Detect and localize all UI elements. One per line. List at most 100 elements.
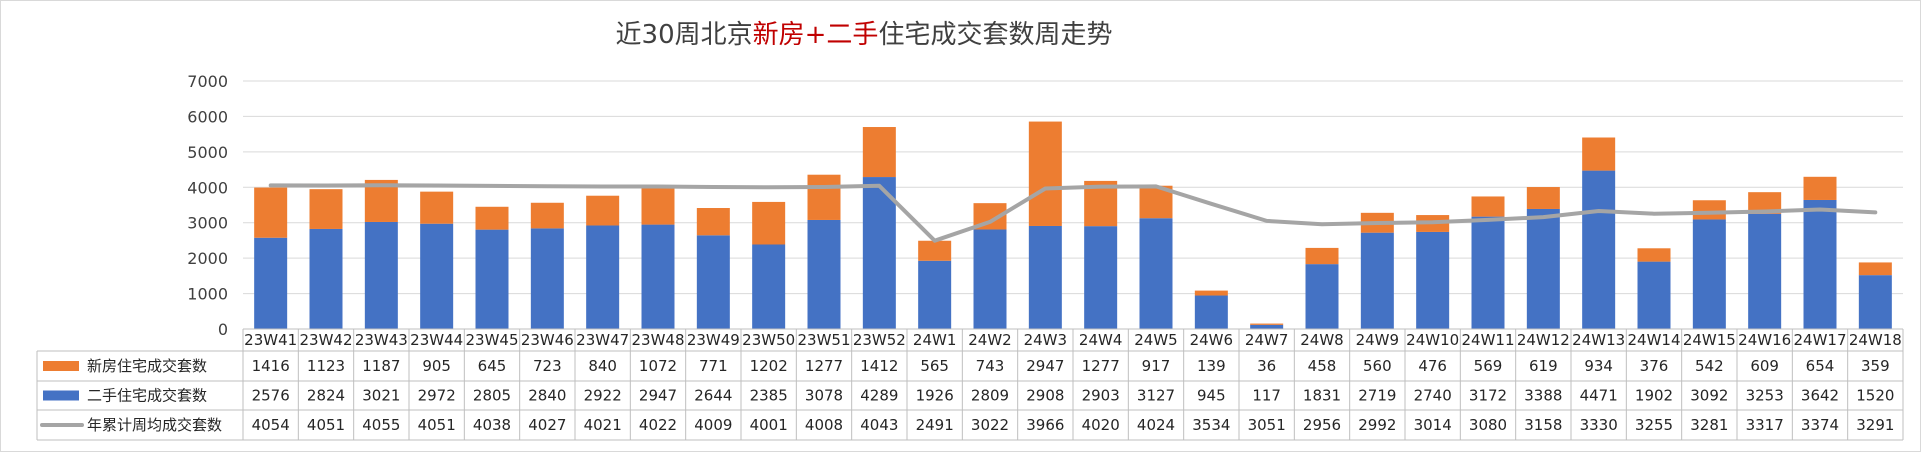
x-tick-label: 23W41 <box>244 331 297 349</box>
legend-label: 新房住宅成交套数 <box>87 357 207 375</box>
data-label: 4021 <box>584 416 622 434</box>
bar-24W15-new <box>1693 200 1726 219</box>
bar-24W10-secondhand <box>1416 232 1449 329</box>
data-label: 2992 <box>1358 416 1396 434</box>
data-label: 905 <box>422 357 451 375</box>
data-label: 4289 <box>860 387 898 405</box>
data-label: 1072 <box>639 357 677 375</box>
data-label: 4038 <box>473 416 511 434</box>
bar-24W1-secondhand <box>918 261 951 329</box>
x-tick-label: 23W50 <box>742 331 795 349</box>
data-label: 3022 <box>971 416 1009 434</box>
data-label: 1926 <box>916 387 954 405</box>
bar-24W6-secondhand <box>1195 296 1228 329</box>
legend-key-swatch <box>43 391 79 401</box>
data-label: 1416 <box>252 357 290 375</box>
data-label: 117 <box>1252 387 1281 405</box>
bar-24W13-secondhand <box>1582 171 1615 329</box>
bar-23W50-secondhand <box>752 245 785 329</box>
data-label: 2903 <box>1082 387 1120 405</box>
data-label: 2908 <box>1026 387 1064 405</box>
x-tick-label: 23W45 <box>465 331 518 349</box>
x-tick-label: 24W2 <box>968 331 1011 349</box>
bar-24W18-new <box>1859 262 1892 275</box>
x-tick-label: 24W7 <box>1245 331 1288 349</box>
bar-23W44-new <box>420 192 453 224</box>
bar-24W18-secondhand <box>1859 275 1892 329</box>
x-tick-label: 24W18 <box>1849 331 1902 349</box>
bar-23W45-secondhand <box>476 230 509 329</box>
data-label: 3317 <box>1746 416 1784 434</box>
x-tick-label: 23W42 <box>299 331 352 349</box>
data-label: 4020 <box>1082 416 1120 434</box>
title-part-1: 近30周北京 <box>616 20 753 50</box>
data-label: 3080 <box>1469 416 1507 434</box>
x-tick-label: 24W3 <box>1024 331 1067 349</box>
data-label: 1520 <box>1856 387 1894 405</box>
bar-23W51-new <box>808 175 841 220</box>
data-label: 743 <box>976 357 1005 375</box>
bar-24W5-secondhand <box>1140 218 1173 329</box>
bar-23W47-secondhand <box>586 225 619 329</box>
data-label: 3021 <box>362 387 400 405</box>
data-label: 3051 <box>1248 416 1286 434</box>
data-label: 565 <box>920 357 949 375</box>
data-label: 542 <box>1695 357 1724 375</box>
data-label: 560 <box>1363 357 1392 375</box>
chart-title: 近30周北京新房+二手住宅成交套数周走势 <box>616 20 1113 50</box>
bar-24W4-secondhand <box>1084 226 1117 329</box>
title-part-3: 住宅成交套数周走势 <box>878 20 1112 50</box>
data-label: 3534 <box>1192 416 1230 434</box>
data-label: 458 <box>1308 357 1337 375</box>
bar-23W50-new <box>752 202 785 245</box>
x-tick-label: 24W1 <box>913 331 956 349</box>
x-tick-label: 24W10 <box>1406 331 1459 349</box>
x-tick-label: 24W5 <box>1134 331 1177 349</box>
data-label: 4043 <box>860 416 898 434</box>
bar-23W49-secondhand <box>697 235 730 329</box>
data-label: 3330 <box>1580 416 1618 434</box>
y-tick-label: 5000 <box>187 143 228 162</box>
bar-23W42-new <box>310 189 343 229</box>
bar-24W2-secondhand <box>974 229 1007 329</box>
x-tick-label: 24W6 <box>1190 331 1233 349</box>
bar-24W16-secondhand <box>1748 214 1781 329</box>
data-label: 619 <box>1529 357 1558 375</box>
x-tick-label: 24W16 <box>1738 331 1791 349</box>
data-label: 934 <box>1584 357 1613 375</box>
data-label: 2840 <box>528 387 566 405</box>
data-label: 1902 <box>1635 387 1673 405</box>
y-tick-label: 7000 <box>187 72 228 91</box>
bar-23W48-secondhand <box>642 225 675 329</box>
bar-24W8-new <box>1306 248 1339 264</box>
data-label: 2824 <box>307 387 345 405</box>
data-label: 4055 <box>362 416 400 434</box>
x-tick-label: 24W13 <box>1572 331 1625 349</box>
bar-23W47-new <box>586 196 619 226</box>
x-tick-label: 24W11 <box>1461 331 1514 349</box>
data-label: 4008 <box>805 416 843 434</box>
x-tick-label: 23W47 <box>576 331 629 349</box>
data-label: 4001 <box>750 416 788 434</box>
x-tick-label: 23W51 <box>797 331 850 349</box>
data-label: 2947 <box>1026 357 1064 375</box>
data-label: 2385 <box>750 387 788 405</box>
data-label: 945 <box>1197 387 1226 405</box>
y-tick-label: 1000 <box>187 285 228 304</box>
x-tick-label: 24W12 <box>1517 331 1570 349</box>
data-label: 3966 <box>1026 416 1064 434</box>
data-label: 3127 <box>1137 387 1175 405</box>
data-label: 3281 <box>1690 416 1728 434</box>
x-tick-label: 23W44 <box>410 331 463 349</box>
bar-23W43-secondhand <box>365 222 398 329</box>
bar-24W11-secondhand <box>1472 217 1505 329</box>
data-label: 4471 <box>1580 387 1618 405</box>
data-label: 376 <box>1640 357 1669 375</box>
y-tick-label: 0 <box>218 320 228 339</box>
bar-24W3-new <box>1029 122 1062 226</box>
data-label: 3388 <box>1524 387 1562 405</box>
data-label: 2719 <box>1358 387 1396 405</box>
x-tick-label: 23W43 <box>355 331 408 349</box>
bar-23W41-new <box>254 188 287 238</box>
